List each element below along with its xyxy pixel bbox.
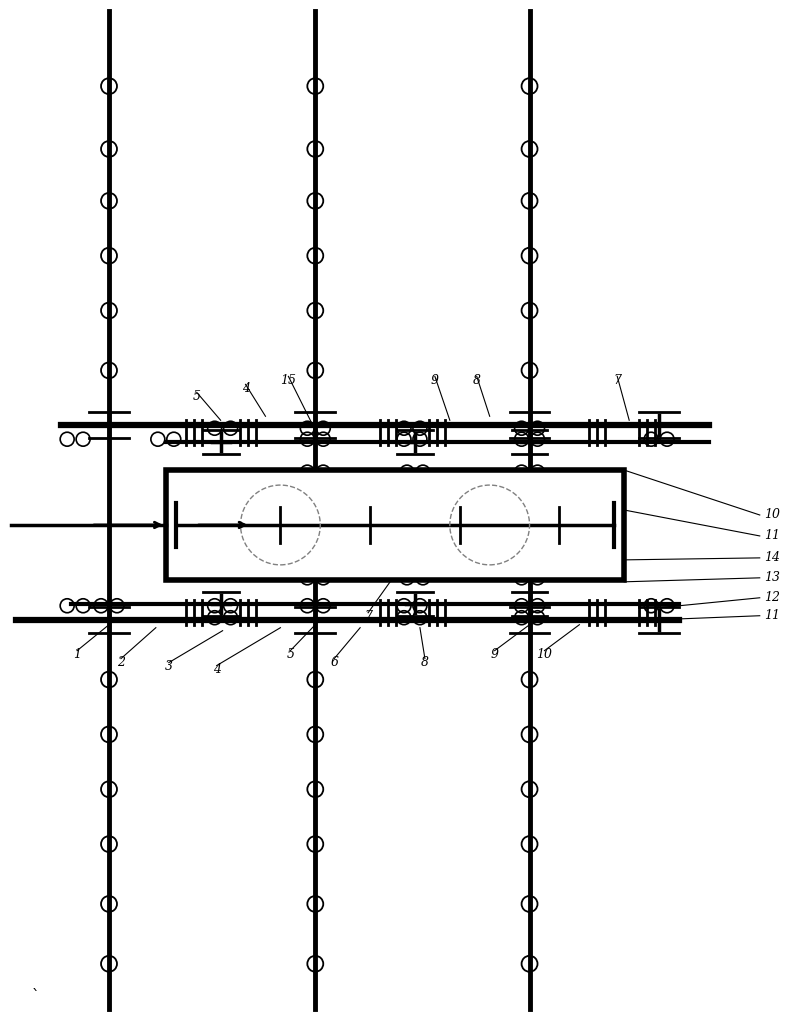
Text: 6: 6 [330,656,338,668]
Text: 5: 5 [286,648,294,661]
Text: 1: 1 [73,648,81,661]
Text: 11: 11 [764,529,780,543]
Text: 3: 3 [165,660,173,672]
Bar [166,470,624,580]
Text: 9: 9 [431,374,439,388]
Text: 12: 12 [764,591,780,604]
Text: 4: 4 [242,382,250,396]
Text: 7: 7 [364,610,372,623]
Text: 7: 7 [614,374,622,388]
Text: 4: 4 [213,663,221,675]
Text: 2: 2 [117,656,125,668]
Text: 15: 15 [280,374,296,388]
Text: 8: 8 [473,374,481,388]
Text: `: ` [31,989,39,1003]
Text: 10: 10 [764,509,780,521]
Text: 5: 5 [193,391,201,403]
Text: 10: 10 [537,648,553,661]
Text: 11: 11 [764,610,780,622]
Text: 14: 14 [764,551,780,564]
Text: 13: 13 [764,572,780,584]
Text: 8: 8 [421,656,429,668]
Text: 9: 9 [490,648,498,661]
